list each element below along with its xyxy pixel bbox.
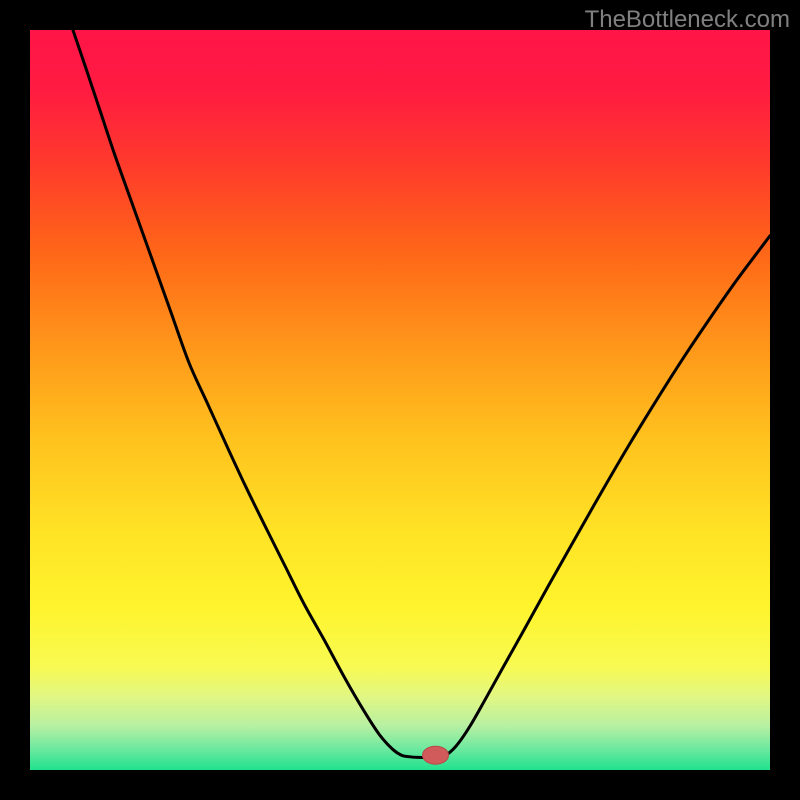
chart-container: TheBottleneck.com: [0, 0, 800, 800]
bottleneck-chart: [0, 0, 800, 800]
chart-background: [30, 30, 770, 770]
optimal-point-marker: [423, 746, 449, 764]
